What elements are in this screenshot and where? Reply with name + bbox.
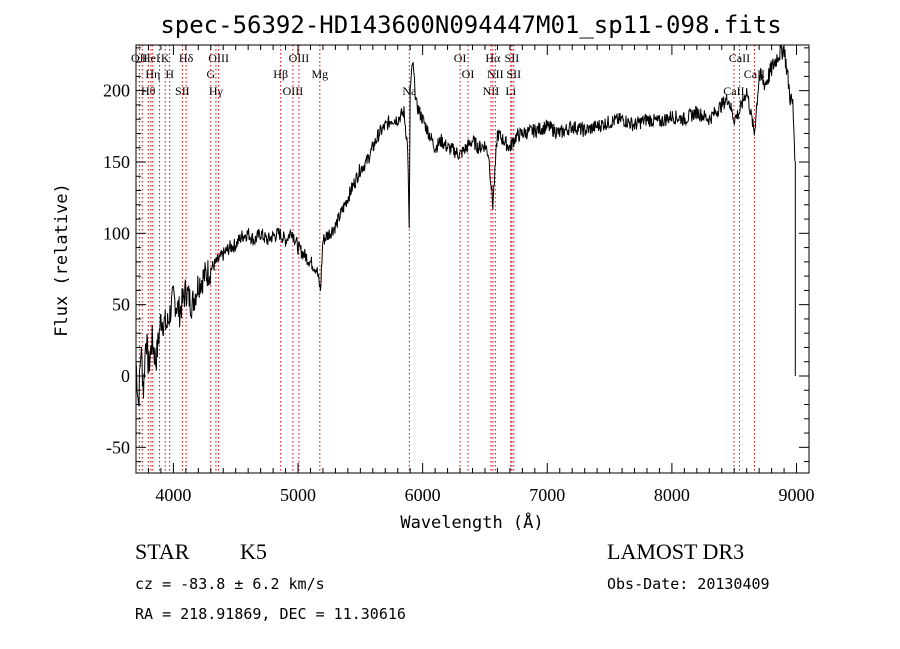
line-marker-label: NII [483,84,500,98]
obs-date-text: Obs-Date: 20130409 [607,575,770,593]
x-tick-label: 5000 [280,485,316,505]
line-marker-label: Hα [485,51,501,65]
line-marker-label: Mg [311,67,328,81]
y-tick-label: 100 [103,223,130,243]
redshift-text: cz = -83.8 ± 6.2 km/s [135,575,325,593]
y-tick-label: -50 [106,437,130,457]
line-marker-label: Hθ [141,84,156,98]
line-marker-label: Li [505,84,516,98]
line-marker-label: OIII [289,51,310,65]
line-marker-label: SII [506,67,521,81]
line-marker-label: SII [175,84,190,98]
line-marker-label: Hη [145,67,160,81]
line-marker-label: K [161,51,170,65]
line-marker-label: OIII [208,51,229,65]
line-marker-label: CaII [729,51,750,65]
line-marker-label: NII [487,67,504,81]
axis-ticks-layer: 4000 5000 6000 7000 8000 9000 -50 0 50 100 150 200 [103,45,815,505]
x-axis-label: Wavelength (Å) [400,511,543,533]
spectrum-line [135,44,796,407]
line-marker-label: OI [462,67,475,81]
x-tick-label: 4000 [155,485,191,505]
y-tick-label: 200 [103,81,130,101]
survey-label: LAMOST DR3 [607,539,744,564]
line-marker-label: Hγ [209,84,224,98]
line-marker-label: Hδ [179,51,194,65]
line-markers-layer: OIIHθHeIHηKHSIIHδGHγOIIIHβOIIIOIIIMgNaOI… [131,45,765,473]
y-tick-label: 50 [112,295,130,315]
spectrum-series-layer [135,44,796,407]
y-tick-label: 150 [103,152,130,172]
line-marker-label: OII [131,51,148,65]
line-marker-label: HeI [142,51,160,65]
x-tick-label: 7000 [529,485,565,505]
x-tick-label: 6000 [405,485,441,505]
chart-title: spec-56392-HD143600N094447M01_sp11-098.f… [160,11,781,39]
line-marker-label: OIII [283,84,304,98]
y-tick-label: 0 [121,366,130,386]
object-class-label: STAR [135,539,190,564]
x-tick-label: 9000 [779,485,815,505]
line-marker-label: OI [454,51,467,65]
coordinates-text: RA = 218.91869, DEC = 11.30616 [135,605,406,623]
line-marker-label: Hβ [273,67,288,81]
line-marker-label: H [165,67,174,81]
x-tick-label: 8000 [654,485,690,505]
line-marker-label: G [206,67,215,81]
plot-frame [135,44,810,474]
line-marker-label: Na [402,84,417,98]
y-axis-label: Flux (relative) [52,183,72,337]
object-subclass-label: K5 [240,539,267,564]
line-marker-label: SII [505,51,520,65]
